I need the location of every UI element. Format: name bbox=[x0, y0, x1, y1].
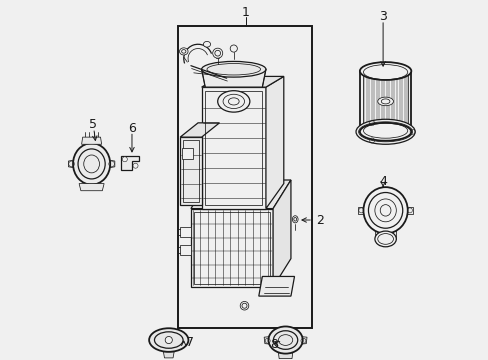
Ellipse shape bbox=[165, 337, 172, 343]
Polygon shape bbox=[190, 180, 290, 208]
Ellipse shape bbox=[355, 119, 414, 144]
Ellipse shape bbox=[292, 216, 298, 223]
Ellipse shape bbox=[268, 327, 302, 354]
Ellipse shape bbox=[203, 41, 210, 47]
Ellipse shape bbox=[377, 97, 393, 106]
Ellipse shape bbox=[217, 91, 249, 112]
Text: 1: 1 bbox=[242, 6, 249, 19]
Polygon shape bbox=[258, 276, 294, 296]
Polygon shape bbox=[163, 352, 174, 358]
Text: 2: 2 bbox=[315, 213, 323, 226]
Polygon shape bbox=[201, 76, 283, 87]
Text: 8: 8 bbox=[270, 338, 278, 351]
Text: 4: 4 bbox=[378, 175, 386, 188]
Polygon shape bbox=[201, 69, 265, 87]
Ellipse shape bbox=[201, 62, 265, 77]
Text: 5: 5 bbox=[88, 118, 97, 131]
Polygon shape bbox=[265, 76, 283, 208]
Text: 3: 3 bbox=[378, 10, 386, 23]
Ellipse shape bbox=[149, 328, 188, 352]
Polygon shape bbox=[190, 208, 272, 287]
Polygon shape bbox=[403, 207, 412, 214]
Polygon shape bbox=[180, 123, 219, 137]
Polygon shape bbox=[79, 184, 104, 191]
Polygon shape bbox=[81, 137, 102, 144]
Ellipse shape bbox=[73, 143, 110, 185]
Ellipse shape bbox=[133, 163, 138, 168]
Polygon shape bbox=[180, 245, 190, 255]
Ellipse shape bbox=[359, 62, 410, 80]
Polygon shape bbox=[358, 207, 367, 214]
Polygon shape bbox=[182, 148, 192, 158]
Polygon shape bbox=[264, 337, 271, 344]
Polygon shape bbox=[121, 156, 139, 170]
Polygon shape bbox=[278, 353, 292, 359]
Ellipse shape bbox=[359, 123, 410, 141]
Ellipse shape bbox=[240, 301, 248, 310]
Ellipse shape bbox=[122, 157, 127, 162]
Ellipse shape bbox=[212, 48, 222, 58]
Polygon shape bbox=[299, 337, 306, 344]
Polygon shape bbox=[68, 159, 77, 168]
Bar bbox=[178, 26, 312, 328]
Ellipse shape bbox=[179, 48, 188, 55]
Polygon shape bbox=[180, 137, 201, 205]
Polygon shape bbox=[180, 227, 190, 237]
Polygon shape bbox=[106, 159, 115, 168]
Ellipse shape bbox=[230, 45, 237, 52]
Ellipse shape bbox=[363, 187, 407, 234]
Ellipse shape bbox=[374, 231, 395, 247]
Polygon shape bbox=[201, 87, 265, 208]
Text: 6: 6 bbox=[128, 122, 136, 135]
Polygon shape bbox=[272, 180, 290, 287]
Text: 7: 7 bbox=[185, 336, 193, 349]
